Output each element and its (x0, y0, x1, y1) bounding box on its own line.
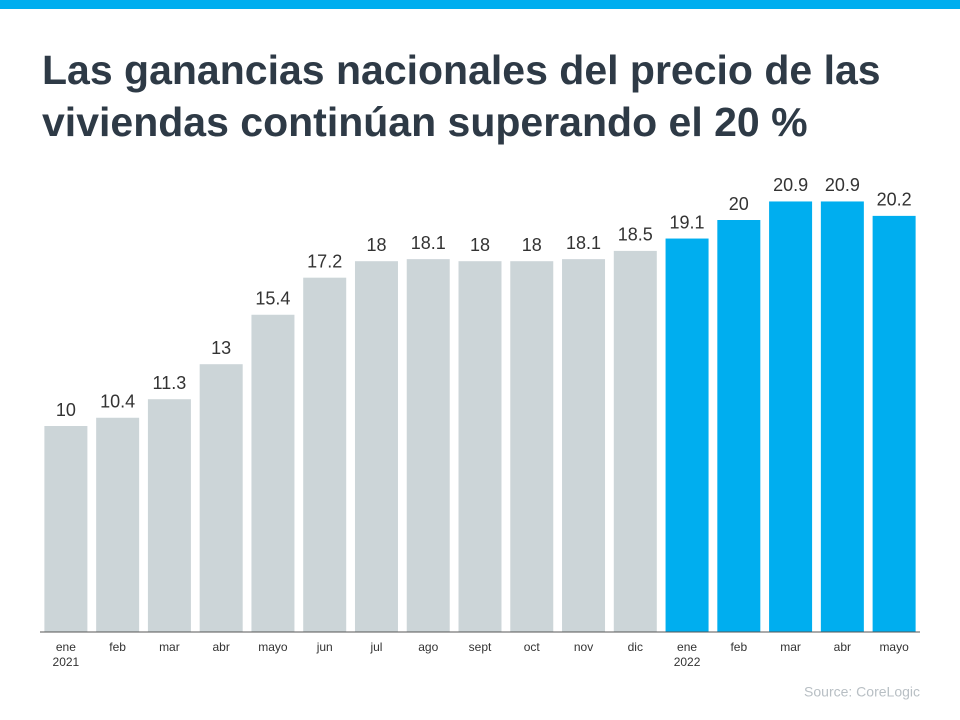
x-tick-label: mayo (258, 640, 288, 654)
bar (303, 277, 347, 632)
bar (354, 261, 398, 632)
x-tick-label: oct (524, 640, 541, 654)
bar (251, 314, 295, 632)
x-tick-label: dic (628, 640, 643, 654)
value-label: 17.2 (307, 251, 342, 271)
bar (717, 220, 761, 632)
chart-title: Las ganancias nacionales del precio de l… (42, 47, 881, 145)
bar (872, 215, 916, 632)
value-label: 20.2 (877, 190, 912, 210)
bar (96, 417, 140, 632)
x-tick-label: ago (418, 640, 438, 654)
value-label: 11.3 (153, 373, 187, 393)
x-tick-label: mayo (879, 640, 909, 654)
x-tick-label: feb (730, 640, 747, 654)
x-tick-label: mar (780, 640, 801, 654)
bar (147, 399, 191, 632)
bar (665, 238, 709, 633)
value-label: 15.4 (255, 289, 290, 309)
bar (406, 259, 450, 632)
x-tick-label: nov (574, 640, 593, 654)
bar (562, 259, 606, 632)
value-label: 10 (56, 400, 76, 420)
bar (510, 261, 554, 632)
top-stripe (0, 0, 960, 9)
value-label: 13 (211, 338, 231, 358)
x-tick-label: abr (834, 640, 851, 654)
value-label: 18 (522, 235, 542, 255)
bar (44, 426, 88, 632)
x-tick-label: abr (213, 640, 230, 654)
value-label: 18.1 (411, 233, 446, 253)
bar (769, 201, 813, 632)
value-label: 20.9 (825, 175, 860, 195)
x-tick-label: sept (469, 640, 492, 654)
bar (820, 201, 864, 632)
value-label: 18 (366, 235, 386, 255)
value-label: 19.1 (670, 212, 705, 232)
source: Source: CoreLogic (804, 684, 920, 700)
value-label: 20.9 (773, 175, 808, 195)
x-tick-label: jun (316, 640, 333, 654)
value-label: 18 (470, 235, 490, 255)
bar (613, 250, 657, 632)
x-tick-label: feb (109, 640, 126, 654)
value-label: 20 (729, 194, 749, 214)
value-label: 18.5 (618, 225, 653, 245)
x-tick-label: mar (159, 640, 180, 654)
value-label: 10.4 (100, 392, 135, 412)
x-tick-label: 2022 (674, 655, 701, 669)
bar (458, 261, 502, 632)
x-tick-label: 2021 (53, 655, 80, 669)
value-label: 18.1 (566, 233, 601, 253)
x-tick-label: ene (56, 640, 76, 654)
bar (199, 364, 243, 632)
x-tick-label: jul (369, 640, 382, 654)
x-tick-label: ene (677, 640, 697, 654)
